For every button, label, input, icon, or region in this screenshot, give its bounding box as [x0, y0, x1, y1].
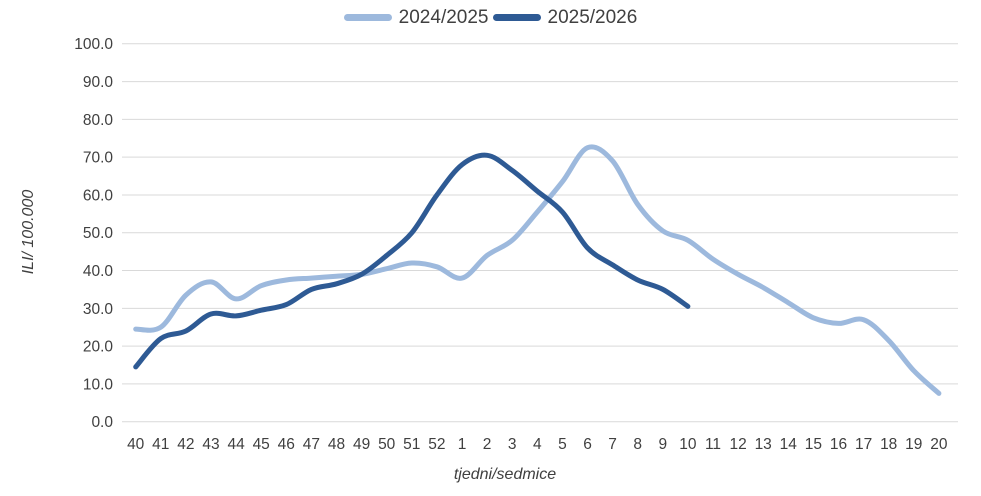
- x-tick-label: 42: [177, 436, 194, 453]
- x-tick-label: 9: [658, 436, 667, 453]
- y-tick-label: 30.0: [83, 301, 114, 318]
- legend-item-2025-2026: 2025/2026: [492, 7, 638, 28]
- x-tick-label: 47: [303, 436, 320, 453]
- x-tick-label: 51: [403, 436, 420, 453]
- x-tick-label: 16: [830, 436, 847, 453]
- y-tick-label: 100.0: [74, 36, 113, 53]
- x-tick-label: 18: [880, 436, 897, 453]
- x-tick-label: 6: [583, 436, 592, 453]
- x-tick-label: 52: [428, 436, 445, 453]
- x-tick-label: 17: [855, 436, 872, 453]
- y-tick-label: 60.0: [83, 187, 114, 204]
- legend-swatch-2025-2026: [492, 14, 541, 21]
- legend-item-2024-2025: 2024/2025: [343, 7, 489, 28]
- x-tick-label: 2: [483, 436, 492, 453]
- x-tick-label: 44: [227, 436, 245, 453]
- x-tick-label: 20: [930, 436, 948, 453]
- x-tick-label: 7: [608, 436, 617, 453]
- y-tick-label: 70.0: [83, 150, 114, 167]
- x-tick-label: 13: [755, 436, 772, 453]
- y-tick-label: 80.0: [83, 112, 114, 129]
- y-axis-title: ILI/ 100.000: [20, 189, 37, 275]
- legend-label-2024-2025: 2024/2025: [398, 7, 489, 28]
- x-tick-label: 46: [278, 436, 295, 453]
- legend-label-2025-2026: 2025/2026: [547, 7, 638, 28]
- y-tick-label: 20.0: [83, 339, 114, 356]
- x-tick-label: 5: [558, 436, 567, 453]
- x-axis-title: tjedni/sedmice: [453, 466, 557, 483]
- x-tick-label: 14: [780, 436, 798, 453]
- x-tick-label: 41: [152, 436, 169, 453]
- x-tick-label: 12: [729, 436, 746, 453]
- x-tick-label: 50: [378, 436, 396, 453]
- x-tick-label: 3: [508, 436, 517, 453]
- y-tick-label: 90.0: [83, 74, 114, 91]
- series-line-2025-2026: [133, 152, 691, 370]
- x-tick-label: 11: [705, 436, 721, 453]
- series-line-2024-2025: [133, 144, 942, 396]
- x-tick-label: 8: [633, 436, 642, 453]
- y-tick-label: 0.0: [91, 414, 113, 431]
- x-tick-label: 10: [679, 436, 697, 453]
- x-tick-label: 19: [905, 436, 922, 453]
- x-tick-label: 15: [805, 436, 822, 453]
- x-tick-label: 40: [127, 436, 145, 453]
- x-tick-label: 45: [253, 436, 270, 453]
- legend-swatch-2024-2025: [343, 14, 392, 21]
- legend: 2024/2025 2025/2026: [0, 8, 981, 27]
- y-tick-label: 50.0: [83, 225, 114, 242]
- x-tick-label: 43: [202, 436, 219, 453]
- x-tick-label: 1: [458, 436, 467, 453]
- y-tick-label: 10.0: [83, 376, 114, 393]
- x-tick-label: 48: [328, 436, 345, 453]
- x-tick-label: 49: [353, 436, 370, 453]
- x-tick-label: 4: [533, 436, 542, 453]
- y-tick-label: 40.0: [83, 263, 114, 280]
